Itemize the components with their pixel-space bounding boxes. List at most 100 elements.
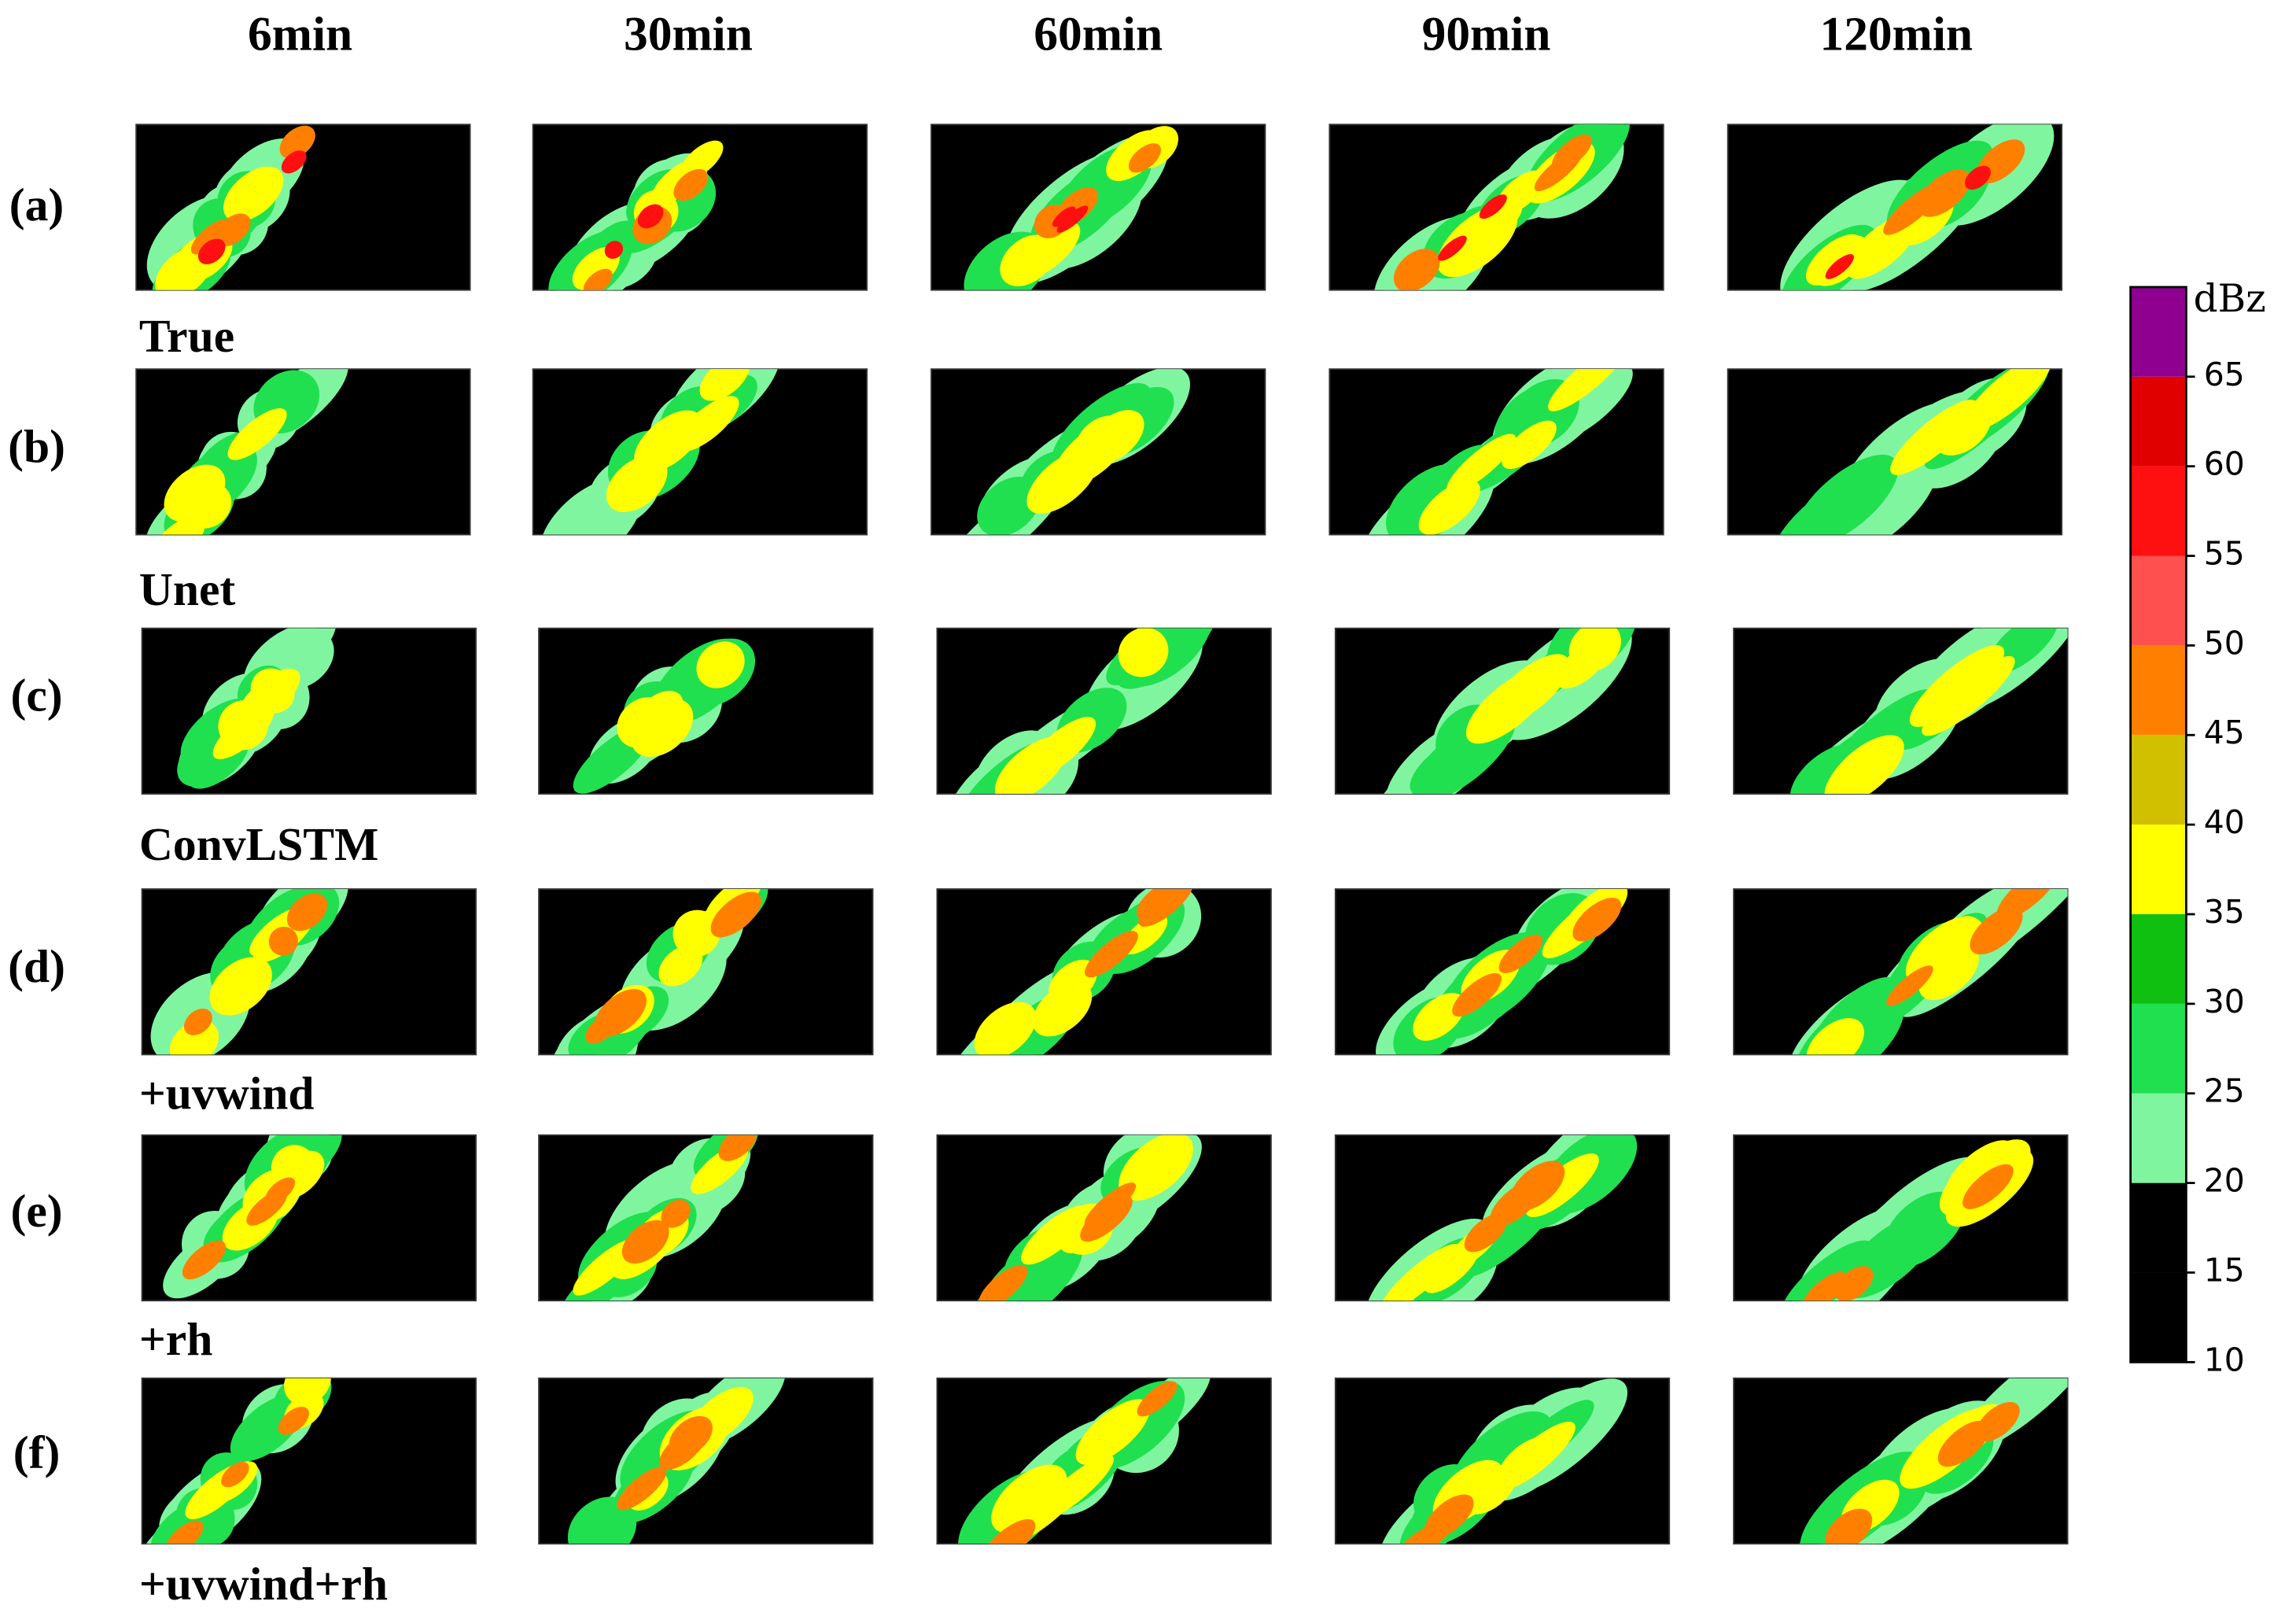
column-title: 60min — [1034, 7, 1163, 61]
radar-panel — [1727, 368, 2063, 536]
echo-blob — [617, 1467, 667, 1511]
echo-blob — [1458, 201, 1523, 257]
echo-blob — [1509, 1160, 1565, 1211]
echo-blob — [567, 1496, 637, 1544]
echo-blob — [1015, 221, 1081, 280]
echo — [1379, 1378, 1628, 1544]
echo — [1784, 628, 2068, 795]
echo — [573, 638, 756, 794]
radar-panel — [141, 1134, 477, 1302]
echo-blob — [223, 166, 284, 222]
echo-blob — [1452, 972, 1502, 1017]
echo-blob — [1438, 235, 1467, 261]
colorbar-tick-label: 10 — [2204, 1341, 2245, 1378]
panel-background — [936, 627, 1272, 795]
echo-blob — [1918, 169, 1970, 217]
column-title: 6min — [248, 7, 352, 61]
colorbar-band — [2130, 1003, 2187, 1094]
echo-blob — [1026, 449, 1099, 514]
column-title: 30min — [624, 7, 753, 61]
radar-panel — [141, 888, 477, 1056]
echo-blob — [155, 245, 213, 290]
colorbar-tick-label: 40 — [2204, 803, 2245, 841]
echo-blob — [1496, 1422, 1576, 1491]
echo-blob — [699, 369, 750, 401]
radar-panel — [936, 1134, 1272, 1302]
echo-blob — [1548, 369, 1627, 411]
colorbar-unit: dBz — [2194, 277, 2266, 321]
echo-blob — [169, 1020, 219, 1055]
radar-panel — [1329, 368, 1664, 536]
echo-blob — [1021, 1205, 1089, 1265]
row-tag: (b) — [8, 420, 65, 472]
colorbar-band — [2130, 735, 2187, 825]
echo-blob — [197, 238, 226, 264]
echo-blob — [1479, 194, 1507, 220]
echo-blob — [1996, 889, 2059, 920]
echo-blob — [669, 1415, 713, 1457]
row-label: ConvLSTM — [139, 818, 379, 870]
radar-panel — [936, 1377, 1272, 1545]
echo — [964, 126, 1179, 290]
radar-panel — [135, 124, 471, 291]
echo-blob — [246, 1190, 288, 1226]
echo-blob — [1085, 931, 1138, 978]
echo-blob — [1052, 206, 1076, 227]
echo-blob — [634, 410, 703, 473]
echo — [548, 140, 724, 290]
colorbar-tick-label: 20 — [2204, 1162, 2245, 1200]
echo-blob — [1119, 1135, 1193, 1201]
radar-panel — [1733, 1134, 2069, 1302]
echo — [1367, 124, 1631, 290]
colorbar-tick-label: 30 — [2204, 983, 2245, 1020]
echo-blob — [1118, 628, 1169, 677]
echo-blob — [1490, 654, 1570, 725]
echo-blob — [286, 893, 328, 932]
echo-blob — [594, 989, 647, 1037]
column-title: 90min — [1422, 7, 1551, 61]
echo-blob — [1026, 717, 1096, 778]
row-label: +uvwind — [139, 1067, 315, 1119]
colorbar-band — [2130, 825, 2187, 914]
echo-blob — [1534, 149, 1583, 191]
echo — [567, 1378, 786, 1544]
echo-blob — [1502, 420, 1557, 470]
echo-blob — [209, 957, 272, 1016]
radar-panel — [1334, 627, 1671, 795]
echo — [1786, 1378, 2068, 1544]
echo-blob — [227, 408, 287, 460]
radar-panel — [538, 888, 874, 1056]
radar-panel — [532, 124, 868, 291]
echo — [146, 369, 348, 535]
echo-blob — [1424, 1245, 1479, 1293]
row-label: +rh — [139, 1313, 213, 1365]
radar-panel — [532, 368, 868, 536]
echo — [547, 889, 768, 1055]
echo — [971, 1135, 1202, 1301]
colorbar-tick-label: 35 — [2204, 893, 2245, 931]
colorbar-band — [2130, 555, 2187, 646]
colorbar-band — [2130, 1093, 2187, 1183]
echo — [177, 628, 337, 789]
colorbar-band — [2130, 645, 2187, 736]
echo-blob — [281, 150, 307, 174]
echo — [560, 1135, 758, 1301]
echo-blob — [1825, 253, 1854, 279]
colorbar-band — [2130, 913, 2187, 1004]
echo-blob — [1825, 735, 1904, 795]
echo — [1789, 889, 2068, 1055]
echo-blob — [151, 515, 205, 535]
echo-blob — [673, 168, 709, 201]
echo-blob — [1393, 249, 1440, 290]
echo — [146, 125, 315, 290]
radar-panel — [141, 1377, 477, 1545]
radar-panel — [1329, 124, 1664, 291]
radar-panel — [135, 368, 471, 536]
echo-blob — [1380, 1244, 1461, 1301]
row-tag: (f) — [13, 1426, 61, 1478]
echo-blob — [621, 1219, 669, 1264]
colorbar-tick-label: 45 — [2204, 714, 2245, 751]
column-title: 120min — [1820, 7, 1974, 61]
echo — [1771, 1139, 2034, 1301]
colorbar-tick-label: 65 — [2204, 356, 2245, 393]
